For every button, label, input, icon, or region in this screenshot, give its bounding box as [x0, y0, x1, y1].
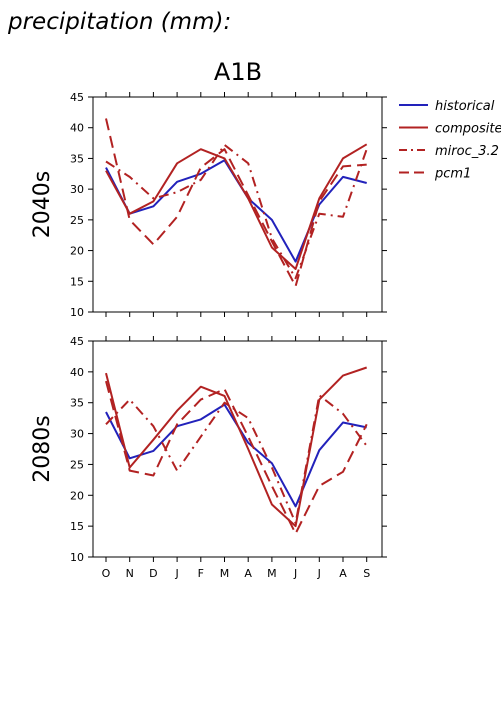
- legend-item-pcm1: pcm1: [399, 167, 471, 182]
- series-line-pcm1: [105, 118, 367, 288]
- x-tick-label: J: [293, 567, 297, 580]
- legend-item-historical: historical: [399, 99, 495, 114]
- x-tick-label: J: [174, 567, 178, 580]
- x-tick-label: A: [339, 567, 347, 580]
- series-line-composite: [105, 366, 368, 528]
- y-tick-label: 35: [70, 397, 84, 410]
- legend-label: miroc_3.2: [435, 144, 499, 159]
- x-tick-label: N: [126, 567, 134, 580]
- legend-label: historical: [435, 99, 495, 114]
- y-tick-label: 20: [70, 245, 84, 258]
- y-tick-label: 40: [70, 122, 84, 135]
- x-tick-label: J: [317, 567, 321, 580]
- y-tick-label: 40: [70, 366, 84, 379]
- series-line-historical: [105, 159, 367, 263]
- y-tick-label: 25: [70, 458, 84, 471]
- panels: 10 15 20 25 30 35 40 45 2040s 10 15 20 25 30 35 40 45 O N D…: [30, 91, 387, 580]
- legend-label: pcm1: [434, 167, 471, 182]
- panel-2080s: 10 15 20 25 30 35 40 45 O N D J F M A M J J A S 2080s: [30, 335, 387, 580]
- series-line-historical: [105, 403, 367, 508]
- legend: historical composite miroc_3.2 pcm1: [399, 99, 501, 182]
- y-tick-label: 45: [70, 335, 84, 348]
- figure-title: precipitation (mm):: [7, 9, 231, 35]
- row-label: 2040s: [30, 171, 55, 238]
- row-label: 2080s: [30, 415, 55, 482]
- legend-item-composite: composite: [399, 122, 501, 137]
- x-tick-label: O: [102, 567, 111, 580]
- x-tick-label: M: [220, 567, 230, 580]
- x-tick-label: M: [267, 567, 277, 580]
- series-line-composite: [105, 143, 368, 270]
- scenario-title: A1B: [214, 58, 262, 86]
- plot-frame: [92, 340, 383, 558]
- legend-label: composite: [435, 122, 501, 137]
- y-tick-label: 25: [70, 214, 84, 227]
- y-tick-label: 20: [70, 489, 84, 502]
- series-line-miroc_3.2: [105, 143, 368, 280]
- x-tick-label: D: [149, 567, 157, 580]
- y-tick-label: 45: [70, 91, 84, 104]
- x-tick-label: S: [363, 567, 370, 580]
- y-tick-label: 10: [70, 306, 84, 319]
- y-tick-label: 30: [70, 183, 84, 196]
- x-tick-label: F: [198, 567, 204, 580]
- x-tick-label: A: [244, 567, 252, 580]
- y-tick-label: 35: [70, 152, 84, 165]
- y-tick-label: 10: [70, 551, 84, 564]
- y-tick-label: 15: [70, 275, 84, 288]
- series-line-pcm1: [105, 380, 368, 535]
- y-tick-label: 15: [70, 520, 84, 533]
- plot-frame: [92, 96, 383, 313]
- panel-2040s: 10 15 20 25 30 35 40 45 2040s: [30, 91, 387, 319]
- y-tick-label: 30: [70, 428, 84, 441]
- legend-item-miroc_3.2: miroc_3.2: [399, 144, 499, 159]
